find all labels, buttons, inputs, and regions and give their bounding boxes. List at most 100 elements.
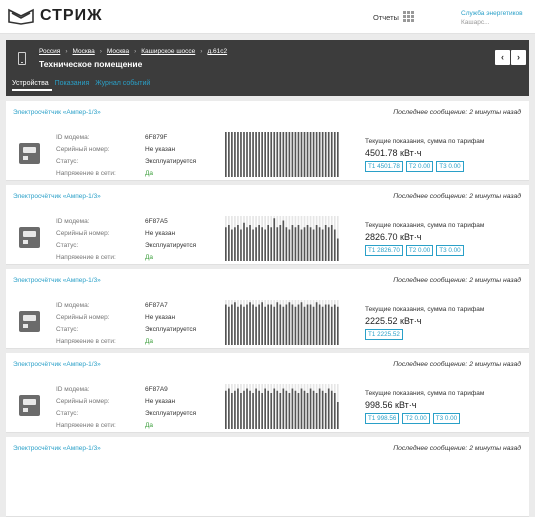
activity-bar [288, 393, 291, 429]
tariff-badge-t1: T1 2826.70 [365, 245, 403, 256]
device-title-link[interactable]: Электросчётчик «Ампер-1/3» [13, 109, 101, 116]
activity-bar [282, 306, 285, 345]
activity-bar [330, 306, 333, 345]
activity-bar [288, 132, 291, 177]
voltage-label: Напряжение в сети: [56, 422, 116, 429]
reading-caption: Текущие показания, сумма по тарифам [365, 306, 485, 313]
reading-block: Текущие показания, сумма по тарифам 2826… [365, 222, 484, 256]
user-menu[interactable]: Служба энергетиков Кашарс... [461, 9, 523, 27]
voltage-value: Да [145, 338, 154, 345]
activity-bar [309, 227, 312, 261]
activity-bar [294, 306, 297, 345]
activity-bar [246, 227, 248, 261]
breadcrumb-item[interactable]: Россия [39, 48, 61, 55]
device-title-link[interactable]: Электросчётчик «Ампер-1/3» [13, 277, 101, 284]
serial-value: Не указан [145, 146, 176, 153]
last-message: Последнее сообщение: 2 минуты назад [393, 109, 521, 116]
serial-value: Не указан [145, 398, 176, 405]
breadcrumb-item[interactable]: д.61с2 [207, 48, 228, 55]
activity-bar [243, 132, 245, 177]
device-title-link[interactable]: Электросчётчик «Ампер-1/3» [13, 193, 101, 200]
activity-bar [255, 227, 257, 261]
activity-bar [285, 227, 288, 261]
reading-block: Текущие показания, сумма по тарифам 998.… [365, 390, 484, 424]
status-label: Статус: [56, 158, 79, 165]
activity-bar [252, 229, 254, 261]
breadcrumb-item[interactable]: Москва [106, 48, 130, 55]
activity-bar [327, 227, 330, 261]
activity-bar [294, 227, 297, 261]
reports-link[interactable]: Отчеты [373, 13, 399, 22]
tariff-badge-t3: T3 0.00 [432, 413, 461, 424]
activity-bar [306, 132, 309, 177]
active-tab-indicator [12, 89, 52, 91]
activity-bar [273, 218, 276, 261]
device-location-icon [18, 52, 26, 65]
activity-bar [261, 302, 263, 345]
breadcrumb-item[interactable]: Каширское шоссе [141, 48, 196, 55]
activity-bar [282, 220, 285, 261]
tab-bar: Устройства Показания Журнал событий [12, 80, 156, 87]
serial-value: Не указан [145, 314, 176, 321]
activity-bar [270, 227, 273, 261]
activity-bar [327, 304, 330, 345]
meter-icon [19, 227, 40, 248]
modem-id-value: 6F879F [145, 134, 168, 141]
modem-id-label: ID модема: [56, 386, 90, 393]
activity-bar [267, 132, 270, 177]
activity-bar [303, 306, 306, 345]
activity-bar [225, 390, 227, 429]
apps-grid-icon[interactable] [403, 11, 414, 22]
activity-bar [231, 393, 233, 429]
prev-button[interactable]: ‹ [495, 50, 510, 65]
serial-label: Серийный номер: [56, 314, 110, 321]
activity-bar [294, 390, 297, 429]
modem-id-value: 6F87A9 [145, 386, 168, 393]
tariff-badge-t1: T1 998.56 [365, 413, 400, 424]
activity-bar [249, 390, 251, 429]
activity-bar [297, 225, 300, 261]
activity-bar [246, 304, 248, 345]
device-card: Электросчётчик «Ампер-1/3» Последнее соо… [6, 269, 529, 349]
device-title-link[interactable]: Электросчётчик «Ампер-1/3» [13, 445, 101, 452]
activity-bar [258, 132, 260, 177]
user-organization: Служба энергетиков [461, 10, 523, 17]
tab-devices[interactable]: Устройства [12, 80, 49, 87]
tab-readings[interactable]: Показания [54, 80, 90, 87]
tab-event-log[interactable]: Журнал событий [95, 80, 151, 87]
serial-label: Серийный номер: [56, 146, 110, 153]
activity-bar [327, 132, 330, 177]
modem-id-label: ID модема: [56, 302, 90, 309]
activity-bar [300, 132, 303, 177]
activity-bar [240, 393, 242, 429]
activity-bar [336, 132, 339, 177]
activity-bar [285, 390, 288, 429]
brand-logo[interactable]: СТРИЖ [8, 7, 103, 25]
modem-id-label: ID модема: [56, 218, 90, 225]
activity-bar [306, 225, 309, 261]
activity-bar [336, 306, 339, 345]
voltage-value: Да [145, 422, 154, 429]
device-title-link[interactable]: Электросчётчик «Ампер-1/3» [13, 361, 101, 368]
activity-bar [288, 302, 291, 345]
voltage-value: Да [145, 254, 154, 261]
status-label: Статус: [56, 326, 79, 333]
reading-total: 998.56 кВт·ч [365, 400, 417, 410]
activity-bar [306, 304, 309, 345]
activity-bar [321, 229, 324, 261]
activity-bar [291, 132, 294, 177]
location-header: Россия › Москва › Москва › Каширское шоссе ›… [6, 40, 529, 96]
activity-bar [276, 390, 279, 429]
voltage-value: Да [145, 170, 154, 177]
device-field-values: 6F87A9 Не указан Эксплуатируется Да [145, 384, 196, 432]
activity-bar [234, 227, 236, 261]
last-message: Последнее сообщение: 2 минуты назад [393, 193, 521, 200]
next-button[interactable]: › [511, 50, 526, 65]
status-value: Эксплуатируется [145, 326, 197, 333]
activity-chart [225, 216, 339, 261]
activity-bar [249, 132, 251, 177]
activity-bar [267, 390, 270, 429]
reading-block: Текущие показания, сумма по тарифам 2225… [365, 306, 484, 340]
device-field-values: 6F87A5 Не указан Эксплуатируется Да [145, 216, 196, 264]
breadcrumb-item[interactable]: Москва [72, 48, 95, 55]
